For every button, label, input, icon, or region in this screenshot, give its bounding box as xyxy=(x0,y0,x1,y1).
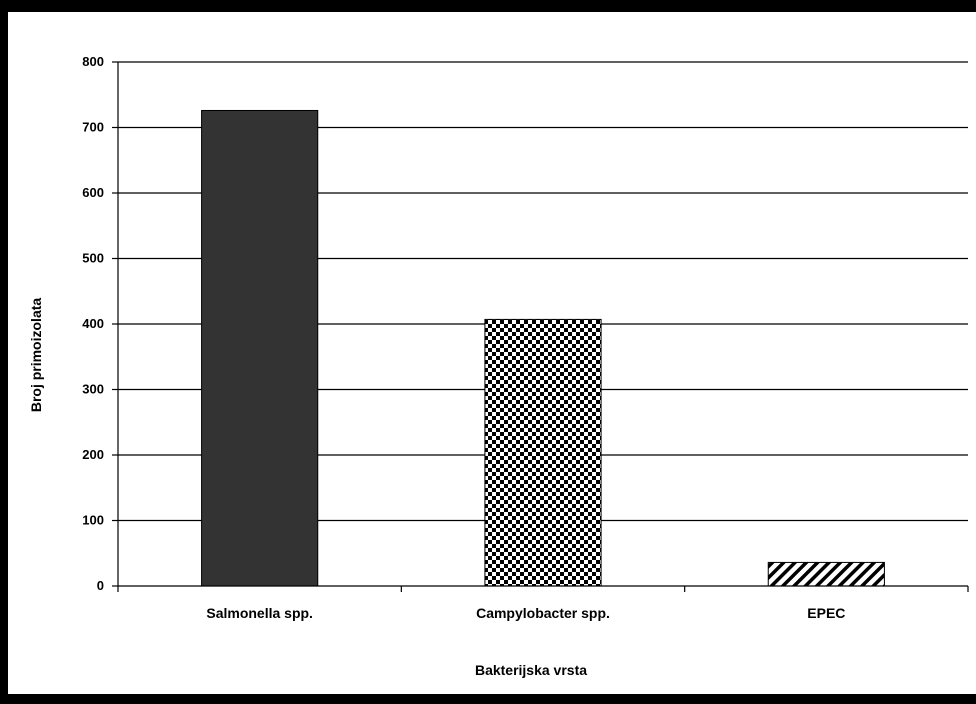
y-tick-label: 200 xyxy=(82,447,104,462)
y-tick-labels: 0 100 200 300 400 500 600 700 800 xyxy=(82,54,104,593)
bar-campylobacter-spp xyxy=(484,318,602,587)
y-tick-label: 800 xyxy=(82,54,104,69)
y-tick-label: 600 xyxy=(82,185,104,200)
bar-chart: 0 100 200 300 400 500 600 700 800 Salmonella spp… xyxy=(28,54,969,678)
y-tick-label: 700 xyxy=(82,120,104,135)
x-tick-labels: Salmonella spp. Campylobacter spp. EPEC xyxy=(206,605,845,621)
axes xyxy=(112,61,969,592)
bars xyxy=(201,109,885,587)
x-axis-label: Bakterijska vrsta xyxy=(475,662,587,678)
y-tick-label: 500 xyxy=(82,251,104,266)
bar-epec xyxy=(767,561,885,587)
y-tick-label: 100 xyxy=(82,513,104,528)
chart-frame: 0 100 200 300 400 500 600 700 800 Salmonella spp… xyxy=(8,12,976,694)
x-tick-label: Salmonella spp. xyxy=(206,605,313,621)
y-tick-label: 400 xyxy=(82,316,104,331)
y-tick-label: 300 xyxy=(82,382,104,397)
bar-salmonella-spp xyxy=(201,109,319,587)
x-tick-label: Campylobacter spp. xyxy=(476,605,610,621)
y-axis-label: Broj primoizolata xyxy=(28,298,44,413)
x-tick-label: EPEC xyxy=(807,605,845,621)
y-tick-label: 0 xyxy=(97,578,104,593)
